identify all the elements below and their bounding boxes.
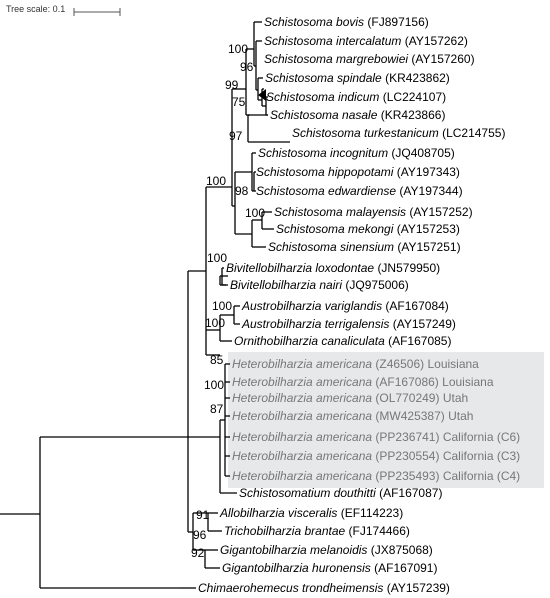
taxon-label-t23: Heterobilharzia americana (PP236741) Cal…: [232, 430, 520, 444]
bootstrap-value: 75: [232, 95, 246, 109]
taxon-label-t25: Heterobilharzia americana (PP235493) Cal…: [232, 469, 520, 483]
taxon-label-t14: Bivitellobilharzia loxodontae (JN579950): [226, 261, 440, 275]
taxon-label-t10: Schistosoma edwardiense (AY197344): [256, 184, 463, 198]
taxon-label-t16: Austrobilharzia variglandis (AF167084): [241, 299, 449, 313]
tree-scale: Tree scale: 0.1: [6, 4, 65, 14]
bootstrap-value: 96: [193, 528, 207, 542]
taxon-label-t17: Austrobilharzia terrigalensis (AY157249): [241, 317, 456, 331]
bootstrap-value: 100: [207, 251, 227, 265]
taxon-label-t15: Bivitellobilharzia nairi (JQ975006): [230, 278, 409, 292]
taxon-label-t29: Gigantobilharzia melanoidis (JX875068): [220, 543, 433, 557]
taxon-label-t13: Schistosoma sinensium (AY157251): [268, 240, 461, 254]
bootstrap-value: 100: [205, 316, 225, 330]
taxon-label-t18: Ornithobilharzia canaliculata (AF167085): [234, 334, 451, 348]
taxon-label-t1: Schistosoma bovis (FJ897156): [264, 15, 429, 29]
bootstrap-value: 91: [196, 508, 210, 522]
taxon-label-t22: Heterobilharzia americana (MW425387) Uta…: [232, 409, 473, 423]
taxon-label-t26: Schistosomatium douthitti (AF167087): [239, 486, 442, 500]
bootstrap-value: 100: [206, 174, 226, 188]
bootstrap-value: 87: [210, 402, 224, 416]
taxon-label-t28: Trichobilharzia brantae (FJ174466): [224, 524, 410, 538]
bootstrap-values: 100 96 99 75 97 100 98 100 100 100 100 8…: [191, 42, 265, 560]
bootstrap-value: 100: [245, 206, 265, 220]
bootstrap-value: 100: [228, 42, 248, 56]
taxon-label-t31: Chimaerohemecus trondheimensis (AY157239…: [198, 581, 450, 595]
taxon-label-t4: Schistosoma spindale (KR423862): [265, 71, 450, 85]
taxon-label-t3: Schistosoma margrebowiei (AY157260): [264, 52, 475, 66]
tree-scale-label: Tree scale: 0.1: [6, 4, 66, 14]
taxon-label-t11: Schistosoma malayensis (AY157252): [274, 205, 473, 219]
taxon-labels: Schistosoma bovis (FJ897156) Schistosoma…: [198, 15, 520, 595]
taxon-label-t2: Schistosoma intercalatum (AY157262): [264, 34, 468, 48]
bootstrap-value: 92: [191, 546, 205, 560]
tree-branches: [0, 21, 290, 589]
bootstrap-value: 96: [240, 60, 254, 74]
taxon-label-t27: Allobilharzia visceralis (EF114223): [219, 506, 403, 520]
taxon-label-t6: Schistosoma nasale (KR423866): [270, 108, 445, 122]
bootstrap-value: 99: [225, 78, 239, 92]
taxon-label-t8: Schistosoma incognitum (JQ408705): [258, 146, 455, 160]
bootstrap-value: 85: [210, 353, 224, 367]
taxon-label-t12: Schistosoma mekongi (AY157253): [276, 222, 460, 236]
taxon-label-t7: Schistosoma turkestanicum (LC214755): [292, 126, 505, 140]
taxon-label-t30: Gigantobilharzia huronensis (AF167091): [222, 561, 437, 575]
taxon-label-t21: Heterobilharzia americana (OL770249) Uta…: [232, 391, 468, 405]
highlight-clade-box: [228, 352, 544, 488]
taxon-label-t19: Heterobilharzia americana (Z46506) Louis…: [232, 357, 479, 371]
taxon-label-t5: Schistosoma indicum (LC224107): [266, 90, 446, 104]
bootstrap-value: 100: [204, 378, 224, 392]
scale-bar: [73, 8, 121, 16]
taxon-label-t24: Heterobilharzia americana (PP230554) Cal…: [232, 449, 520, 463]
bootstrap-value: 97: [229, 129, 243, 143]
taxon-label-t20: Heterobilharzia americana (AF167086) Lou…: [232, 375, 494, 389]
bootstrap-value: 98: [235, 184, 249, 198]
collapsed-node-marker: [258, 89, 266, 101]
taxon-label-t9: Schistosoma hippopotami (AY197343): [256, 165, 460, 179]
bootstrap-value: 100: [212, 299, 232, 313]
